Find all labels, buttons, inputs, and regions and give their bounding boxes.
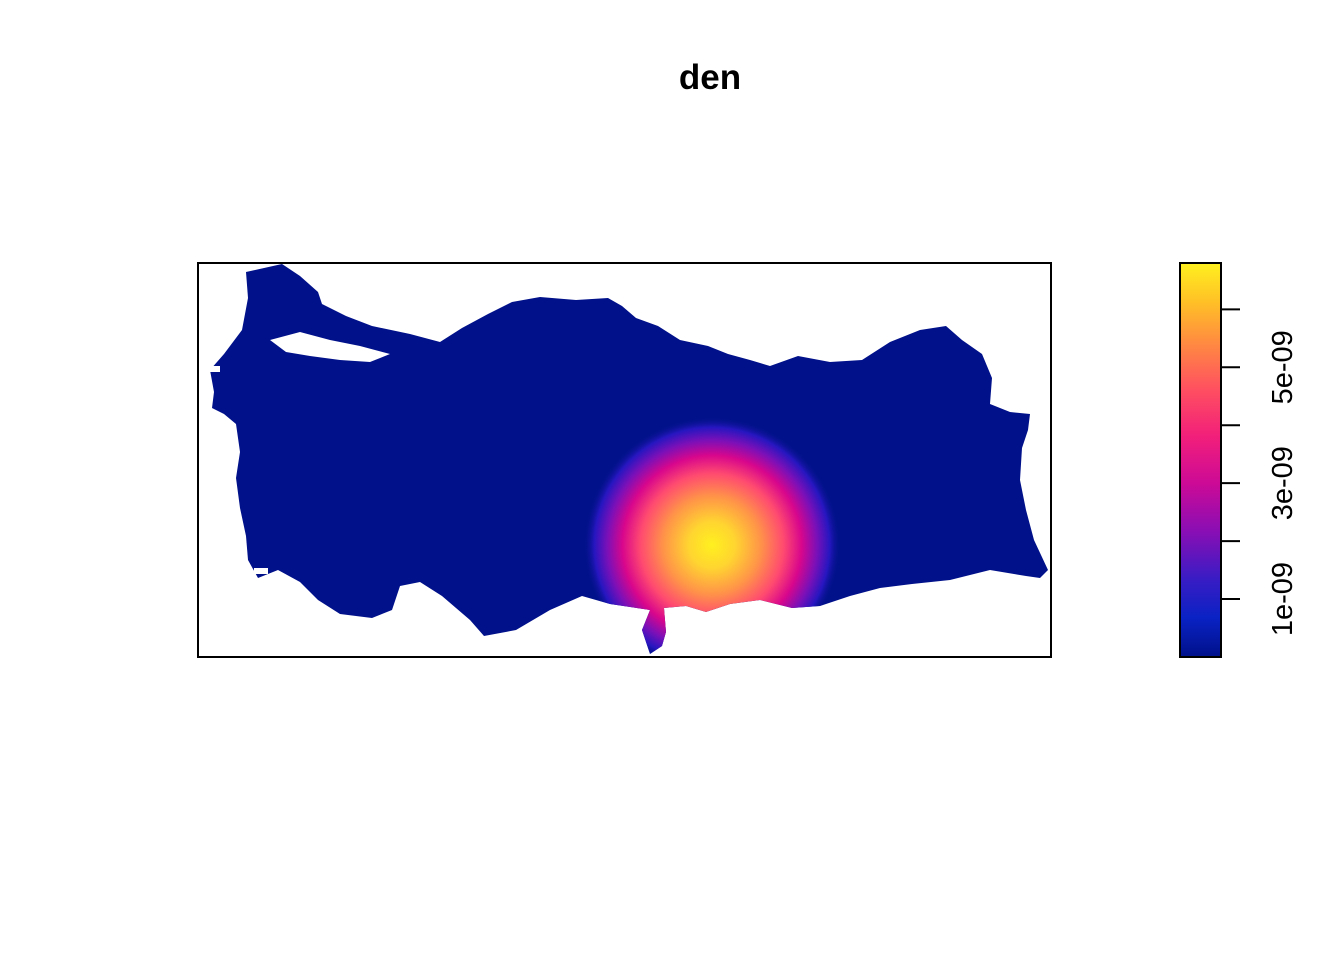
- legend-ticks: 1e-09 3e-09 5e-09: [1221, 308, 1299, 636]
- legend-tick-label: 3e-09: [1267, 446, 1299, 520]
- chart-title: den: [678, 58, 742, 97]
- water-gaps: [206, 332, 390, 574]
- legend-colorbar: [1179, 262, 1222, 658]
- plot-frame: [197, 262, 1052, 658]
- legend-tick-label: 1e-09: [1267, 562, 1299, 636]
- density-hotspot: [584, 417, 840, 654]
- legend-tick-label: 5e-09: [1267, 330, 1299, 404]
